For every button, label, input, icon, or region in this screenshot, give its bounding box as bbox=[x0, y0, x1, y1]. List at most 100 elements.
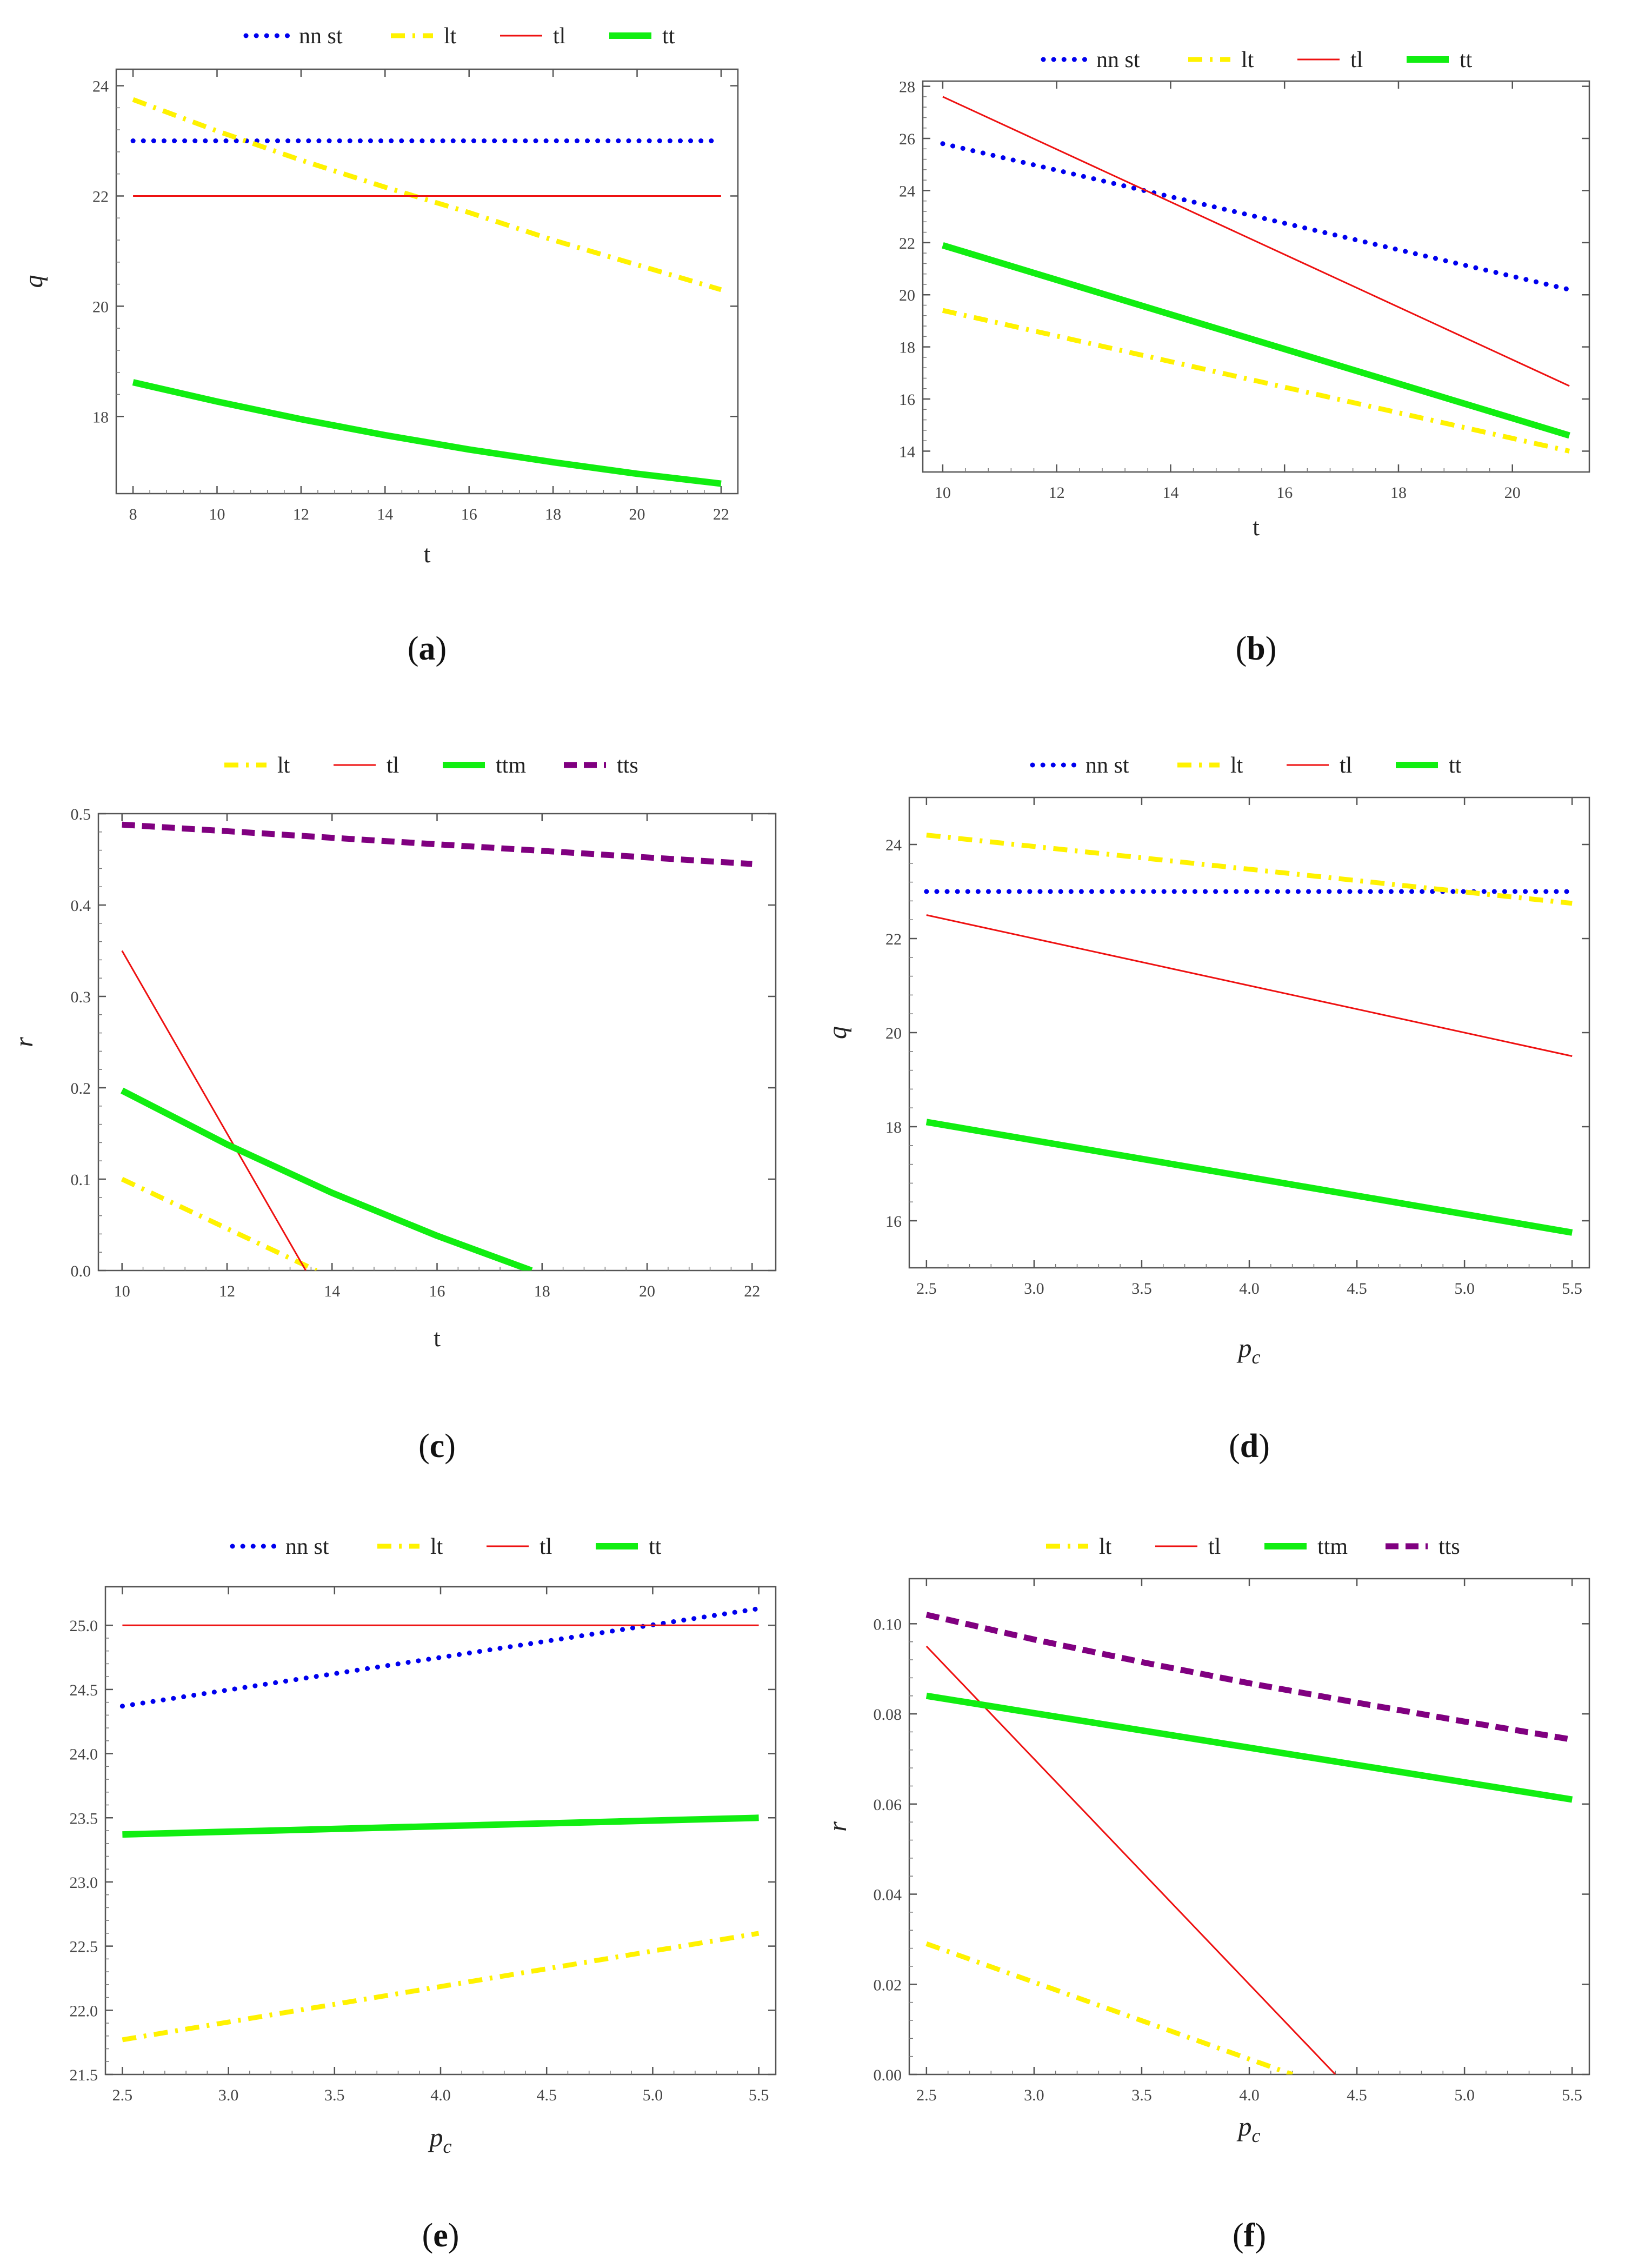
x-tick-label: 3.5 bbox=[324, 2086, 345, 2104]
x-tick-label: 5.5 bbox=[1562, 2086, 1582, 2104]
y-tick-label: 16 bbox=[899, 391, 915, 409]
x-tick-label: 5.0 bbox=[1454, 1280, 1475, 1298]
x-tick-label: 2.5 bbox=[112, 2086, 133, 2104]
legend-label-lt: lt bbox=[277, 753, 290, 778]
y-tick-label: 0.10 bbox=[874, 1615, 902, 1633]
y-tick-label: 0.02 bbox=[874, 1976, 902, 1994]
series-line-ttm bbox=[120, 1087, 533, 1271]
chart-panel-f: 2.5 3.0 3.5 4.0 4.5 5.0 5.5 0.00 0.02 0.04 0.06 0.0… bbox=[823, 1534, 1590, 2254]
x-tick-label: 20 bbox=[1504, 484, 1521, 502]
y-tick-label: 24 bbox=[899, 182, 915, 200]
x-tick-label: 18 bbox=[545, 506, 561, 523]
y-tick-label: 22 bbox=[92, 188, 109, 205]
x-tick-label: 8 bbox=[129, 506, 137, 523]
series-line-lt bbox=[926, 833, 1573, 906]
y-tick-label: 18 bbox=[885, 1119, 902, 1136]
x-tick-label: 14 bbox=[1162, 484, 1178, 502]
legend-label-ttm: ttm bbox=[1317, 1534, 1348, 1559]
legend-label-lt: lt bbox=[1241, 48, 1254, 72]
legend-label-nn-st: nn st bbox=[1085, 753, 1129, 778]
x-tick-label: 20 bbox=[629, 506, 645, 523]
y-tick-label: 28 bbox=[899, 78, 915, 96]
y-tick-label: 22.5 bbox=[70, 1938, 98, 1956]
x-tick-label: 22 bbox=[744, 1282, 760, 1300]
y-tick-label: 0.04 bbox=[874, 1886, 902, 1904]
x-tick-label: 5.0 bbox=[1454, 2086, 1475, 2104]
y-tick-label: 20 bbox=[885, 1025, 902, 1042]
legend-label-nn-st: nn st bbox=[1096, 48, 1140, 72]
panel-caption: (d) bbox=[1229, 1428, 1270, 1465]
series-line-nn-st bbox=[940, 141, 1572, 292]
legend-label-tl: tl bbox=[387, 753, 399, 778]
x-tick-label: 14 bbox=[324, 1282, 340, 1300]
series-line-tl bbox=[925, 1645, 1336, 2074]
x-tick-label: 22 bbox=[713, 506, 729, 523]
x-tick-label: 4.0 bbox=[1239, 1280, 1260, 1298]
x-tick-label: 5.5 bbox=[749, 2086, 769, 2104]
plot-frame-b bbox=[922, 80, 1590, 473]
x-tick-label: 2.5 bbox=[916, 1280, 937, 1298]
series-line-tt bbox=[925, 1119, 1573, 1236]
legend-label-lt: lt bbox=[430, 1534, 443, 1559]
x-axis-label: t bbox=[1253, 513, 1260, 541]
legend-label-tl: tl bbox=[1350, 48, 1363, 72]
chart-panel-c: 10 12 14 16 18 20 22 0.0 0.1 0.2 0.3 0.4 0.5 lt tl ttm t… bbox=[10, 753, 777, 1465]
y-tick-label: 0.0 bbox=[71, 1262, 91, 1280]
series-line-tt bbox=[122, 1814, 759, 1838]
x-tick-label: 4.0 bbox=[1239, 2086, 1260, 2104]
y-tick-label: 0.4 bbox=[71, 897, 91, 915]
y-tick-label: 24.5 bbox=[70, 1681, 98, 1699]
y-tick-label: 0.3 bbox=[71, 988, 91, 1006]
series-line-nn-st bbox=[119, 1606, 762, 1709]
y-axis-label: q bbox=[823, 1026, 852, 1039]
x-axis-label: t bbox=[434, 1324, 441, 1352]
legend-label-tts: tts bbox=[1438, 1534, 1460, 1559]
y-tick-label: 18 bbox=[92, 408, 109, 426]
y-tick-label: 0.2 bbox=[71, 1080, 91, 1098]
x-tick-label: 10 bbox=[209, 506, 225, 523]
y-tick-label: 25.0 bbox=[70, 1617, 98, 1635]
x-tick-label: 5.5 bbox=[1562, 1280, 1582, 1298]
y-tick-label: 0.08 bbox=[874, 1706, 902, 1724]
legend-label-lt: lt bbox=[444, 24, 457, 49]
x-tick-label: 2.5 bbox=[916, 2086, 937, 2104]
legend-label-tt: tt bbox=[1449, 753, 1462, 778]
legend-label-lt: lt bbox=[1099, 1534, 1112, 1559]
x-tick-label: 3.5 bbox=[1131, 2086, 1152, 2104]
legend-label-tl: tl bbox=[540, 1534, 552, 1559]
series-line-tt bbox=[942, 242, 1570, 439]
x-tick-label: 4.5 bbox=[536, 2086, 557, 2104]
x-tick-label: 5.0 bbox=[643, 2086, 663, 2104]
y-tick-label: 23.5 bbox=[70, 1810, 98, 1827]
y-tick-label: 22.0 bbox=[70, 2002, 98, 2020]
legend-label-tts: tts bbox=[617, 753, 638, 778]
legend-label-ttm: ttm bbox=[496, 753, 526, 778]
plot-frame-f bbox=[908, 1578, 1590, 2076]
x-tick-label: 16 bbox=[1276, 484, 1293, 502]
y-tick-label: 24 bbox=[885, 836, 902, 854]
y-tick-label: 18 bbox=[899, 339, 915, 357]
x-tick-label: 3.5 bbox=[1131, 1280, 1152, 1298]
y-tick-label: 0.1 bbox=[71, 1171, 91, 1189]
x-tick-label: 20 bbox=[639, 1282, 655, 1300]
x-tick-label: 12 bbox=[293, 506, 309, 523]
y-tick-label: 20 bbox=[899, 287, 915, 304]
x-tick-label: 4.5 bbox=[1347, 2086, 1367, 2104]
x-tick-label: 18 bbox=[1390, 484, 1407, 502]
legend-label-tl: tl bbox=[1208, 1534, 1221, 1559]
panel-caption: (f) bbox=[1233, 2217, 1266, 2254]
x-axis-label: t bbox=[424, 540, 431, 568]
series-line-lt bbox=[132, 97, 722, 292]
x-tick-label: 10 bbox=[114, 1282, 130, 1300]
y-axis-label: q bbox=[19, 275, 48, 288]
series-line-lt bbox=[121, 1176, 318, 1271]
legend-label-nn-st: nn st bbox=[299, 24, 343, 49]
series-line-tts bbox=[925, 1612, 1573, 1743]
series-line-lt bbox=[942, 308, 1570, 454]
legend-label-lt: lt bbox=[1230, 753, 1243, 778]
chart-panel-e: 2.5 3.0 3.5 4.0 4.5 5.0 5.5 21.5 22.0 22.5 23.0 23.… bbox=[70, 1534, 777, 2254]
x-tick-label: 3.0 bbox=[218, 2086, 239, 2104]
legend-label-nn-st: nn st bbox=[285, 1534, 329, 1559]
legend-label-tl: tl bbox=[1340, 753, 1352, 778]
